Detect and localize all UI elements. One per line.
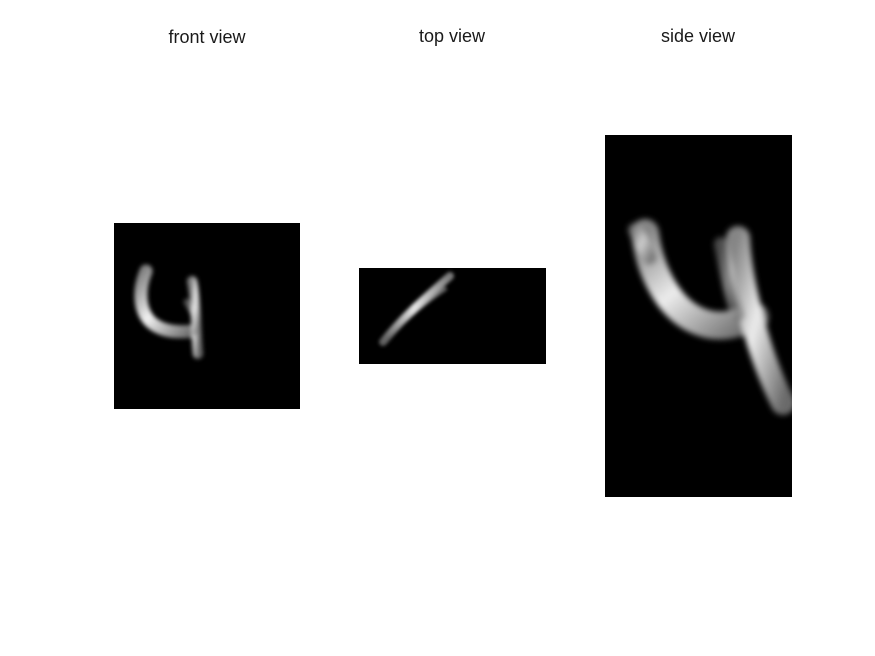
- side-view-title: side view: [660, 26, 736, 46]
- front-view-title: front view: [168, 27, 246, 47]
- side-view-digit-four: [628, 219, 792, 415]
- top-view-image: [359, 268, 546, 364]
- top-view-digit-stroke: [379, 272, 454, 346]
- front-view-image: [114, 223, 300, 409]
- side-view-image: [605, 135, 792, 497]
- front-view-digit-four: [134, 264, 203, 359]
- top-view-title: top view: [418, 26, 486, 46]
